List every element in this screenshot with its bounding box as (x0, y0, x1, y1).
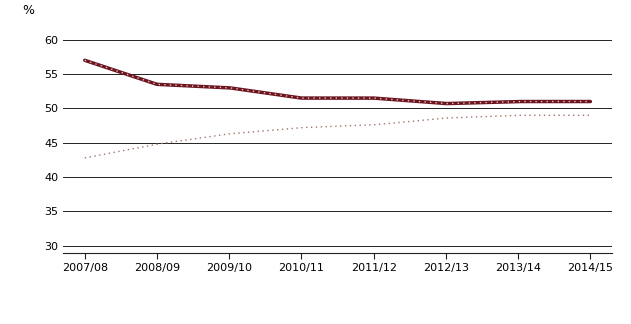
Scheduled surgery (380, 122, 388, 126)
Scheduled surgery (81, 156, 88, 160)
Scheduled surgery (391, 121, 398, 125)
Scheduled surgery (83, 156, 90, 159)
Scheduled surgery (541, 113, 548, 117)
Scheduled surgery (587, 113, 594, 117)
Legend: Urgent surgery, Scheduled surgery: Urgent surgery, Scheduled surgery (174, 320, 502, 324)
Scheduled surgery (507, 114, 515, 118)
Scheduled surgery (382, 122, 389, 126)
Text: %: % (22, 4, 34, 17)
Line: Scheduled surgery: Scheduled surgery (85, 115, 591, 158)
Scheduled surgery (516, 113, 523, 117)
